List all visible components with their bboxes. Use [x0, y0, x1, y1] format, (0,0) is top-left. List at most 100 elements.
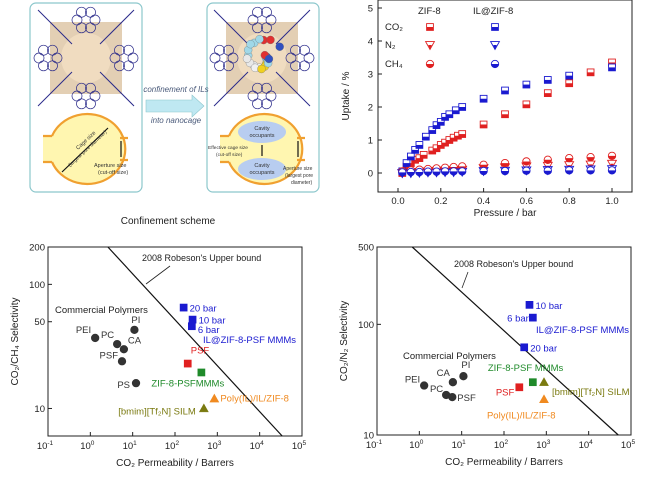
co2-ch4-selectivity-chart: 10-1 100 101 102 103 104 105 10 50 100 200 CO₂ Perm… — [10, 243, 306, 470]
point-label: PEI — [405, 375, 420, 386]
data-point-fill — [398, 172, 406, 177]
framework-ring — [47, 44, 58, 56]
point-label: PC — [430, 384, 443, 395]
point-label: CA — [437, 368, 451, 379]
x-tick-label: 103 — [536, 439, 551, 451]
x-tick-label: 100 — [409, 439, 424, 451]
data-point-fill — [479, 171, 488, 175]
data-point-fill — [480, 98, 487, 103]
aperture-label-left: Aperture size — [94, 163, 126, 169]
framework-ring — [290, 44, 301, 56]
y-tick-label: 3 — [368, 70, 373, 81]
data-point-fill — [437, 121, 445, 126]
cavity-occupants-top — [238, 121, 286, 143]
x-axis-label: CO₂ Permeability / Barrers — [116, 458, 234, 469]
legend-column-label: IL@ZIF-8 — [473, 6, 513, 17]
data-point-fill — [501, 171, 509, 175]
data-point — [117, 357, 127, 366]
legend-column-label: ZIF-8 — [418, 6, 441, 17]
aperture-sub-label-right: diameter) — [291, 180, 312, 186]
x-tick-label: 1.0 — [605, 196, 618, 207]
upper-bound-pointer — [461, 271, 469, 289]
data-point-fill — [544, 159, 552, 164]
legend-row-label: N₂ — [385, 40, 396, 51]
plot-frame — [377, 0, 633, 193]
data-point-fill — [501, 163, 509, 167]
y-tick-label: 10 — [34, 404, 45, 415]
ionic-liquid-atom — [264, 54, 274, 64]
data-point — [539, 377, 549, 386]
data-point-fill — [480, 124, 487, 128]
legend-marker-fill — [491, 27, 499, 31]
data-point-fill — [445, 140, 453, 144]
point-label: 10 bar — [199, 316, 226, 327]
cavity-label: Cavity — [254, 163, 270, 169]
data-point-fill — [608, 155, 616, 160]
data-point — [528, 378, 537, 387]
y-tick-label: 100 — [358, 320, 374, 331]
point-label: PSF — [191, 346, 210, 357]
data-point-fill — [565, 170, 573, 175]
legend-marker-fill — [426, 64, 434, 68]
point-label: PSF — [457, 393, 476, 404]
data-point — [539, 394, 549, 404]
data-point-fill — [407, 156, 415, 160]
data-point-fill — [445, 114, 453, 118]
x-tick-label: 101 — [123, 440, 138, 452]
y-axis-label: CO₂/N₂ Selectivity — [339, 301, 350, 382]
ionic-liquid-atom — [242, 54, 252, 63]
data-point-fill — [432, 171, 441, 176]
x-tick-label: 105 — [621, 439, 636, 451]
ionic-liquid-atom — [255, 35, 264, 44]
data-point-fill — [565, 158, 573, 162]
x-tick-label: 104 — [579, 439, 594, 451]
data-point-fill — [522, 161, 531, 166]
ionic-liquid-atom — [246, 40, 255, 49]
framework-ring — [214, 44, 225, 56]
legend-marker-fill — [426, 27, 434, 31]
data-point — [113, 339, 122, 349]
cavity-label: occupants — [249, 170, 274, 176]
data-point — [420, 381, 429, 390]
x-tick-label: 102 — [494, 439, 509, 451]
data-point-fill — [501, 90, 509, 94]
x-tick-label: 102 — [165, 440, 180, 452]
data-point-fill — [411, 149, 419, 154]
data-point — [448, 392, 457, 402]
data-point — [448, 378, 458, 387]
y-tick-label: 500 — [358, 243, 374, 254]
zif8-framework-image — [33, 6, 139, 110]
framework-ring — [114, 44, 125, 56]
data-point-fill — [544, 93, 552, 97]
x-tick-label: 105 — [292, 440, 307, 452]
data-point-fill — [441, 171, 449, 176]
x-tick-label: 0.0 — [391, 196, 404, 207]
point-label: 6 bar — [507, 314, 529, 325]
y-tick-label: 5 — [368, 4, 373, 15]
cage-diagram-left: Cage size (largest pore diameter) Apertu… — [43, 112, 128, 186]
framework-linker — [37, 71, 73, 107]
framework-linker — [213, 71, 249, 107]
x-tick-label: 0.2 — [434, 196, 447, 207]
y-tick-label: 2 — [368, 103, 373, 114]
x-tick-label: 0.8 — [563, 196, 576, 207]
point-label: [bmim][Tf₂N] SILM — [552, 387, 630, 398]
point-label: PC — [101, 330, 114, 341]
data-point-fill — [420, 154, 428, 159]
data-point-fill — [416, 144, 423, 149]
effective-cage-sub-label: (cut-off size) — [216, 152, 243, 158]
data-point-fill — [608, 67, 616, 71]
point-label: CA — [128, 335, 142, 346]
data-point-fill — [416, 158, 423, 162]
upper-bound-label: 2008 Robeson's Upper bound — [142, 253, 261, 263]
data-point-fill — [458, 134, 466, 138]
data-point-fill — [403, 163, 410, 167]
data-point — [183, 359, 192, 368]
framework-ring — [223, 60, 234, 72]
x-tick-label: 0.6 — [520, 196, 533, 207]
x-tick-label: 0.4 — [477, 196, 490, 207]
point-label: 20 bar — [530, 343, 557, 354]
data-point-fill — [608, 170, 616, 175]
ionic-liquid-atom — [257, 64, 266, 74]
